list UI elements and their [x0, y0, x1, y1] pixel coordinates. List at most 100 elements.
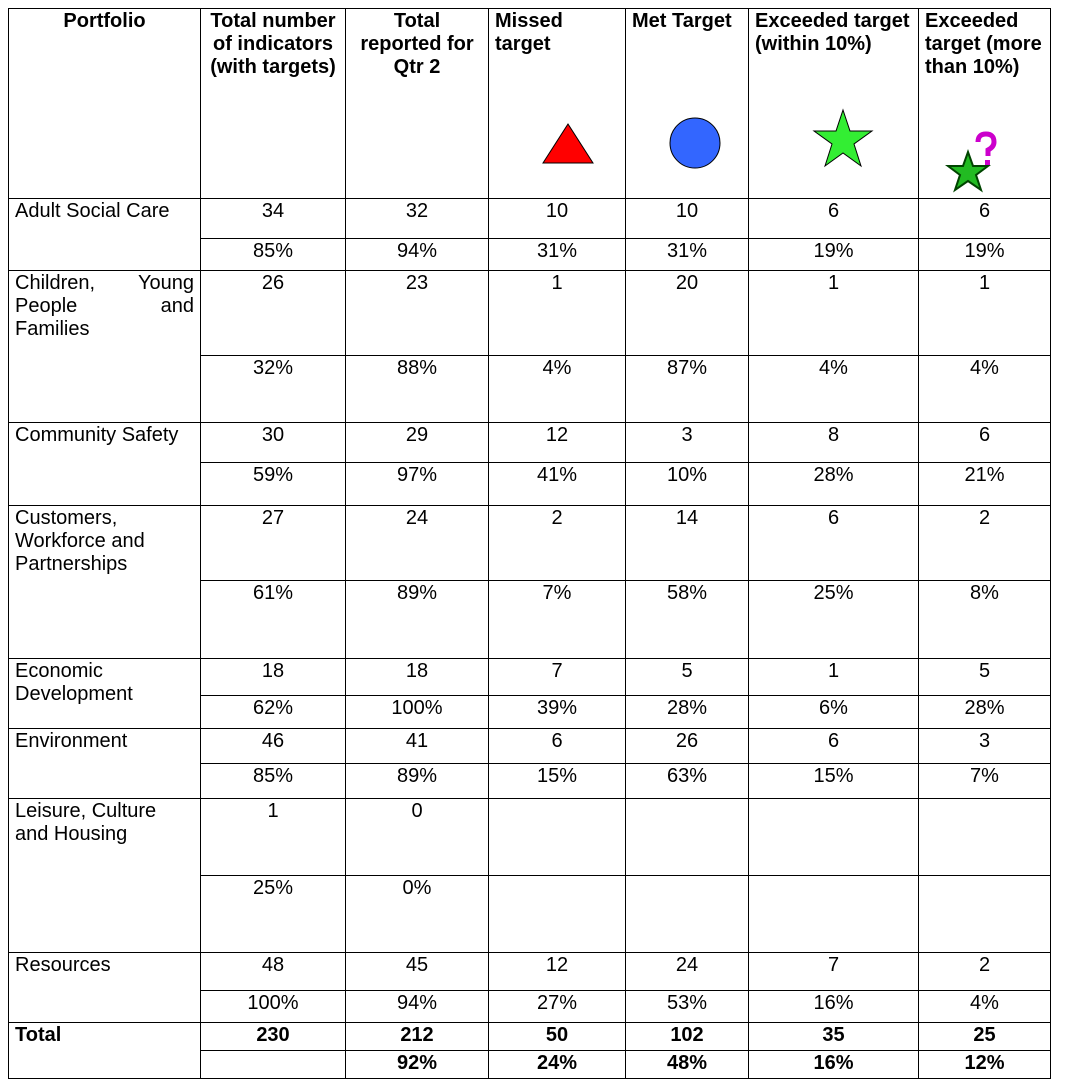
count-cell: 26 — [625, 728, 749, 764]
count-row: Adult Social Care 34 32 10 10 6 6 — [8, 198, 1051, 271]
portfolio-cell: Customers, Workforce and Partnerships — [8, 505, 201, 659]
percent-cell: 32% — [200, 355, 346, 423]
count-cell: 0 — [345, 798, 489, 876]
percent-cell: 94% — [345, 990, 489, 1023]
count-row: Economic Development 18 18 7 5 1 5 — [8, 658, 1051, 729]
column-header: Exceeded target (more than 10%) — [918, 8, 1051, 199]
portfolio-cell: Children, Young People and Families — [8, 270, 201, 423]
count-cell: 41 — [345, 728, 489, 764]
percent-cell: 25% — [200, 875, 346, 953]
count-row: Community Safety 30 29 12 3 8 6 — [8, 422, 1051, 506]
count-cell: 6 — [748, 728, 919, 764]
percent-cell: 62% — [200, 695, 346, 729]
percent-cell: 31% — [488, 238, 626, 271]
count-cell: 24 — [625, 952, 749, 991]
count-cell: 6 — [918, 198, 1051, 239]
count-cell: 6 — [748, 505, 919, 581]
count-cell: 10 — [625, 198, 749, 239]
count-cell: 1 — [488, 270, 626, 356]
count-cell: 7 — [748, 952, 919, 991]
percent-cell: 87% — [625, 355, 749, 423]
portfolio-cell: Adult Social Care — [8, 198, 201, 271]
percent-cell: 61% — [200, 580, 346, 659]
percent-cell: 89% — [345, 763, 489, 799]
count-cell: 29 — [345, 422, 489, 463]
column-header: Missed target — [488, 8, 626, 199]
percent-cell: 94% — [345, 238, 489, 271]
portfolio-table: Portfolio Total number of indicators (wit… — [8, 8, 1051, 1079]
count-cell: 2 — [918, 505, 1051, 581]
count-cell: 6 — [488, 728, 626, 764]
count-cell: 23 — [345, 270, 489, 356]
percent-cell: 19% — [748, 238, 919, 271]
percent-cell: 15% — [488, 763, 626, 799]
count-cell: 32 — [345, 198, 489, 239]
percent-cell: 100% — [345, 695, 489, 729]
count-cell: 27 — [200, 505, 346, 581]
count-cell: 26 — [200, 270, 346, 356]
count-row: Resources 48 45 12 24 7 2 — [8, 952, 1051, 1023]
count-cell: 212 — [345, 1022, 489, 1051]
count-cell: 20 — [625, 270, 749, 356]
count-cell: 12 — [488, 422, 626, 463]
count-cell — [748, 798, 919, 876]
count-cell: 12 — [488, 952, 626, 991]
count-cell: 1 — [748, 658, 919, 696]
percent-cell: 16% — [748, 990, 919, 1023]
count-row: Environment 46 41 6 26 6 3 — [8, 728, 1051, 799]
percent-cell: 0% — [345, 875, 489, 953]
percent-cell: 53% — [625, 990, 749, 1023]
count-cell: 3 — [918, 728, 1051, 764]
percent-cell: 58% — [625, 580, 749, 659]
count-cell: 5 — [625, 658, 749, 696]
percent-cell: 4% — [918, 355, 1051, 423]
count-cell: 8 — [748, 422, 919, 463]
percent-cell: 4% — [488, 355, 626, 423]
count-cell: 45 — [345, 952, 489, 991]
count-cell: 7 — [488, 658, 626, 696]
count-cell: 6 — [918, 422, 1051, 463]
percent-cell: 59% — [200, 462, 346, 506]
count-cell: 30 — [200, 422, 346, 463]
percent-cell: 85% — [200, 238, 346, 271]
portfolio-cell: Total — [8, 1022, 201, 1079]
percent-cell: 97% — [345, 462, 489, 506]
percent-cell: 100% — [200, 990, 346, 1023]
count-cell: 35 — [748, 1022, 919, 1051]
percent-cell: 7% — [918, 763, 1051, 799]
count-cell: 46 — [200, 728, 346, 764]
percent-cell: 21% — [918, 462, 1051, 506]
count-cell: 25 — [918, 1022, 1051, 1051]
percent-row: 25% 0% — [9, 875, 1051, 953]
count-cell: 1 — [748, 270, 919, 356]
percent-cell: 89% — [345, 580, 489, 659]
percent-row: 100% 94% 27% 53% 16% 4% — [9, 990, 1051, 1023]
percent-row: 32% 88% 4% 87% 4% 4% — [9, 355, 1051, 423]
count-cell: 18 — [200, 658, 346, 696]
count-cell: 230 — [200, 1022, 346, 1051]
count-cell — [918, 798, 1051, 876]
count-cell: 48 — [200, 952, 346, 991]
percent-row: 59% 97% 41% 10% 28% 21% — [9, 462, 1051, 506]
count-cell: 1 — [918, 270, 1051, 356]
percent-cell — [625, 875, 749, 953]
percent-cell: 6% — [748, 695, 919, 729]
percent-cell: 27% — [488, 990, 626, 1023]
portfolio-cell: Leisure, Culture and Housing — [8, 798, 201, 953]
column-header: Total reported for Qtr 2 — [345, 8, 489, 199]
percent-cell: 28% — [748, 462, 919, 506]
count-row: Leisure, Culture and Housing 1 0 — [8, 798, 1051, 953]
count-cell: 6 — [748, 198, 919, 239]
percent-cell: 28% — [918, 695, 1051, 729]
percent-cell: 88% — [345, 355, 489, 423]
percent-cell: 19% — [918, 238, 1051, 271]
count-cell: 1 — [200, 798, 346, 876]
percent-cell: 4% — [748, 355, 919, 423]
count-cell: 10 — [488, 198, 626, 239]
percent-cell: 8% — [918, 580, 1051, 659]
portfolio-cell: Economic Development — [8, 658, 201, 729]
count-cell: 14 — [625, 505, 749, 581]
count-cell — [625, 798, 749, 876]
percent-cell: 28% — [625, 695, 749, 729]
